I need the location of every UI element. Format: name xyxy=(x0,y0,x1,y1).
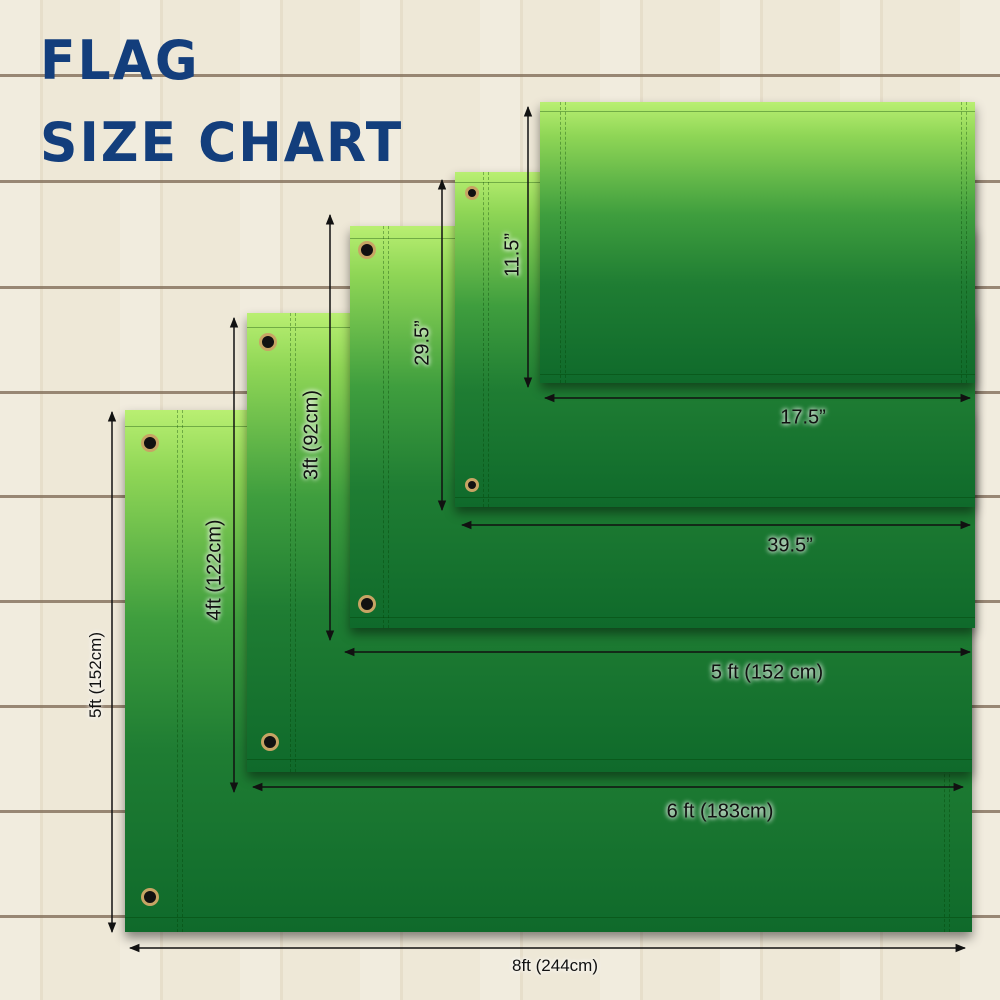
grommet-icon xyxy=(259,333,277,351)
grommet-icon xyxy=(141,888,159,906)
grommet-icon xyxy=(261,733,279,751)
height-label-17x11: 11.5” xyxy=(501,232,524,278)
height-label-5x3: 3ft (92cm) xyxy=(300,389,323,481)
height-label-6x4: 4ft (122cm) xyxy=(203,519,226,621)
grommet-icon xyxy=(465,478,479,492)
width-label-17x11: 17.5” xyxy=(780,406,826,429)
width-label-6x4: 6 ft (183cm) xyxy=(666,800,774,823)
grommet-icon xyxy=(358,241,376,259)
plank-line xyxy=(0,74,1000,77)
width-label-8x5: 8ft (244cm) xyxy=(512,956,598,975)
width-label-39x29: 39.5” xyxy=(767,534,813,557)
height-label-39x29: 29.5” xyxy=(411,320,434,366)
height-label-8x5: 5ft (152cm) xyxy=(86,632,105,718)
grommet-icon xyxy=(141,434,159,452)
title-line-1: FLAG xyxy=(40,29,200,93)
width-label-5x3: 5 ft (152 cm) xyxy=(710,661,824,684)
grommet-icon xyxy=(358,595,376,613)
flag-17x11 xyxy=(540,102,975,383)
grommet-icon xyxy=(465,186,479,200)
title-line-2: SIZE CHART xyxy=(40,111,404,175)
